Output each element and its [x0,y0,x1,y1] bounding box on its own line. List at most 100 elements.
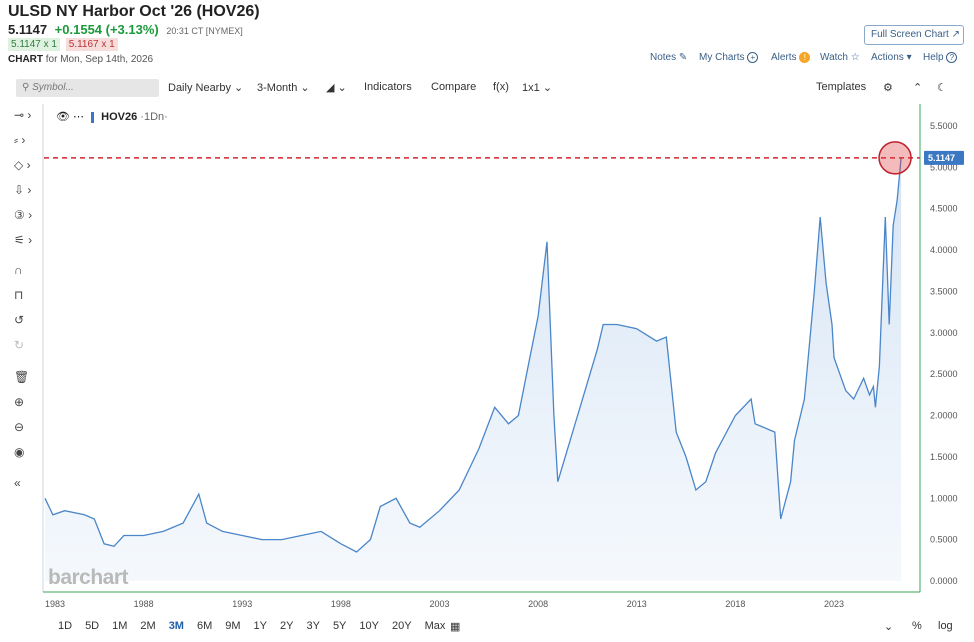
search-icon: ⚲ [22,82,33,93]
percent-toggle[interactable]: % [912,620,922,632]
question-icon: ? [946,52,958,63]
actions-label: Actions [871,52,904,63]
x-tick-label: 1993 [232,599,252,609]
indicators-button[interactable]: Indicators [364,81,412,93]
barchart-watermark: barchart [48,566,129,589]
y-tick-label: 5.0000 [930,162,958,172]
x-tick-label: 2018 [725,599,745,609]
legend-symbol: HOV26 [101,111,138,123]
current-price-tag [924,150,964,165]
period-button-1d[interactable]: 1D [58,620,73,632]
number-tool-icon[interactable]: ③ › [14,208,33,222]
layout-dropdown[interactable]: 1x1 ⌄ [522,81,552,94]
y-tick-label: 2.0000 [930,411,958,421]
chart-date-label: CHART for Mon, Sep 14th, 2026 [8,54,153,65]
log-toggle[interactable]: log [938,620,953,632]
y-tick-label: 1.0000 [930,493,958,503]
trash-icon[interactable]: 🗑 [14,370,30,384]
full-screen-chart-button[interactable]: Full Screen Chart ↗ [864,25,964,45]
current-price-highlight [878,141,912,175]
daily-nearby-dropdown[interactable]: Daily Nearby ⌄ [168,81,243,94]
period-buttons: 1D 5D 1M 2M 3M 6M 9M 1Y 2Y 3Y 5Y 10Y 20Y Max [58,620,458,632]
lock-icon[interactable]: ⊓ [14,288,24,302]
help-label: Help [923,52,944,64]
fib-tool-icon[interactable]: ⸗ › [14,133,26,147]
price-change: +0.1554 (+3.13%) [54,22,159,37]
ask-value: 5.1167 x 1 [65,38,118,51]
instrument-title: ULSD NY Harbor Oct '26 (HOV26) [8,3,260,20]
calendar-icon[interactable]: ▦ [450,621,461,633]
period-button-20y[interactable]: 20Y [391,620,412,632]
pattern-tool-icon[interactable]: ⚟ › [14,233,33,247]
period-button-5y[interactable]: 5Y [332,620,347,632]
period-button-1y[interactable]: 1Y [253,620,267,632]
help-link[interactable]: Help ? [923,52,958,64]
magnet-icon[interactable]: ∩ [14,263,23,277]
eye-icon[interactable]: 👁 [56,111,70,123]
templates-button[interactable]: Templates [816,81,867,93]
edit-icon: ✎ [678,52,688,63]
period-button-5d[interactable]: 5D [85,620,100,632]
caret-down-icon: ▾ [906,52,912,63]
function-button[interactable]: f(x) [493,81,509,93]
alerts-label: Alerts [771,52,797,64]
period-button-2m[interactable]: 2M [140,620,156,632]
period-button-6m[interactable]: 6M [196,620,213,632]
full-screen-label: Full Screen Chart [871,29,949,40]
bid-value: 5.1147 x 1 [8,38,60,51]
star-icon: ☆ [850,52,860,63]
arrow-tool-icon[interactable]: ⇩ › [14,183,32,197]
alert-icon: ! [799,52,811,63]
symbol-search-input[interactable]: ⚲ Symbol... [16,79,159,97]
x-tick-label: 1983 [45,599,65,609]
notes-link[interactable]: Notes ✎ [650,52,687,63]
shape-tool-icon[interactable]: ◇ › [14,158,31,172]
collapse-left-icon[interactable]: « [14,476,21,490]
undo-icon[interactable]: ↺ [14,313,25,327]
redo-icon[interactable]: ↻ [14,338,25,352]
more-icon[interactable]: ⋯ [73,111,85,123]
y-tick-label: 2.5000 [930,369,958,379]
chart-type-dropdown[interactable]: ◢ ⌄ [326,81,347,94]
compare-button[interactable]: Compare [431,81,477,93]
period-button-max[interactable]: Max [424,620,446,632]
chevron-double-down-icon[interactable]: ⌄ [884,621,894,633]
x-tick-label: 1988 [134,599,154,609]
dark-mode-icon[interactable]: ☾ [937,82,947,94]
period-button-10y[interactable]: 10Y [359,620,379,632]
period-button-2y[interactable]: 2Y [280,620,294,632]
current-price-label: 5.1147 [928,153,955,163]
alerts-link[interactable]: Alerts ! [771,52,811,64]
last-price: 5.1147 [8,22,48,37]
zoom-out-icon[interactable]: ⊖ [14,420,25,434]
watch-link[interactable]: Watch ☆ [820,52,860,63]
period-button-1m[interactable]: 1M [112,620,128,632]
my-charts-link[interactable]: My Charts + [699,52,759,63]
period-button-3y[interactable]: 3Y [306,620,320,632]
chevron-down-icon: ⌄ [300,82,310,94]
line-tool-icon[interactable]: ⊸ › [14,108,32,122]
chevron-down-icon: ⌄ [542,82,553,94]
actions-menu[interactable]: Actions ▾ [871,52,912,63]
y-tick-label: 5.5000 [930,121,958,131]
eye-icon[interactable]: ◉ [14,445,25,459]
x-tick-label: 2013 [627,599,647,609]
daily-nearby-label: Daily Nearby [168,82,231,94]
y-axis-ticks: 0.0000 0.5000 1.0000 1.5000 2.0000 2.5000 3.00… [930,121,958,586]
x-tick-label: 2003 [429,599,449,609]
zoom-in-icon[interactable]: ⊕ [14,395,25,409]
watch-label: Watch [820,52,848,63]
period-dropdown[interactable]: 3-Month ⌄ [257,81,310,94]
plus-circle-icon: + [747,52,759,63]
notes-label: Notes [650,52,677,63]
period-button-9m[interactable]: 9M [225,620,241,632]
symbol-placeholder: Symbol... [32,82,74,93]
legend-interval: ·1Dn· [140,111,168,123]
x-axis-ticks: 1983 1988 1993 1998 2003 2008 2013 2018 2023 [45,599,844,609]
collapse-icon[interactable]: ⌃ [913,82,923,94]
y-tick-label: 3.0000 [930,328,958,338]
layout-label: 1x1 [522,82,540,94]
period-button-3m[interactable]: 3M [168,620,184,632]
gear-icon[interactable]: ⚙ [883,82,893,94]
